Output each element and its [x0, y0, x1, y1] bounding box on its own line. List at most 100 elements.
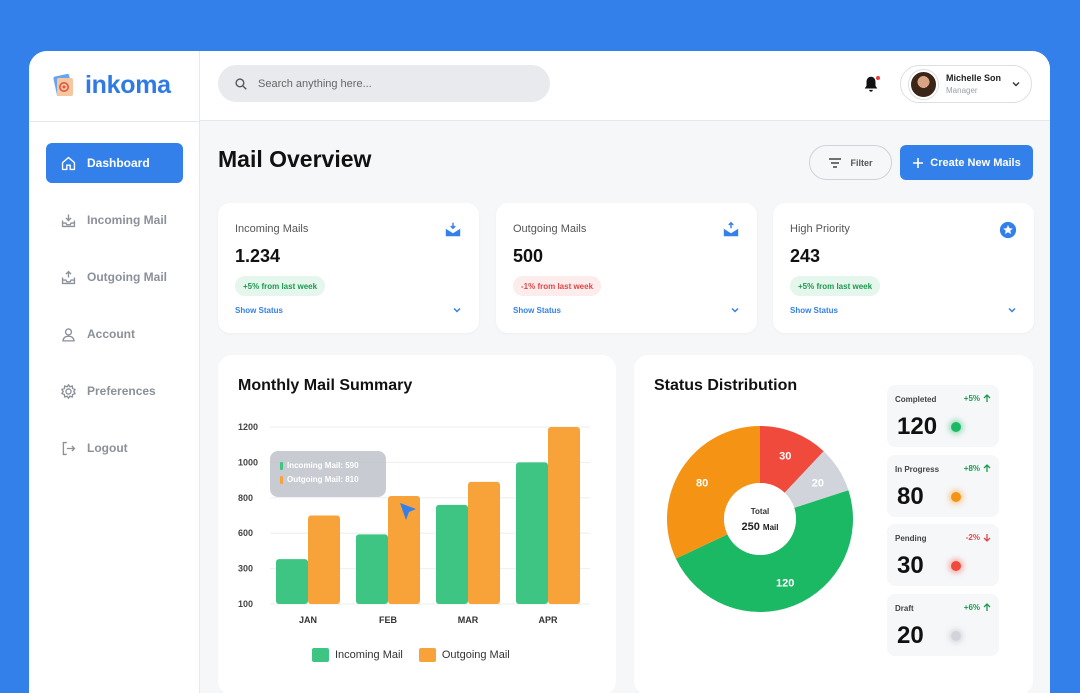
x-tick-label: FEB — [379, 615, 398, 625]
stat-change-value: -2% — [965, 533, 980, 542]
outgoing-mails-card: Outgoing Mails 500 -1% from last week Sh… — [496, 203, 757, 333]
card-value: 243 — [790, 246, 821, 266]
slice-completed — [675, 490, 854, 613]
slice-label: 20 — [812, 477, 824, 489]
stat-change: +8% — [964, 464, 991, 473]
search-icon — [235, 77, 247, 90]
donut-total-value: 250 Mail — [742, 521, 779, 533]
outgoing-dot — [280, 476, 283, 484]
mail-out-icon — [723, 221, 739, 237]
sidebar-item-outgoing-mail[interactable]: Outgoing Mail — [46, 257, 183, 297]
user-info: Michelle Son Manager — [946, 73, 1001, 95]
create-new-mails-button[interactable]: Create New Mails — [900, 145, 1033, 180]
brand-name: inkoma — [85, 70, 171, 99]
inbox-in-icon — [61, 214, 76, 227]
stat-value: 80 — [897, 483, 924, 510]
donut-hole — [724, 483, 796, 555]
chevron-down-icon[interactable] — [1007, 305, 1017, 315]
app-window: inkoma Dashboard Incoming Mail Outgoing … — [29, 51, 1050, 693]
filter-button[interactable]: Filter — [809, 145, 892, 180]
high-priority-card: High Priority 243 +5% from last week Sho… — [773, 203, 1034, 333]
legend-item-outgoing: Outgoing Mail — [418, 648, 510, 662]
y-tick-label: 800 — [238, 493, 253, 503]
stat-change-value: +6% — [963, 603, 980, 612]
slice-label: 30 — [779, 450, 791, 462]
stat-card-completed: Completed +5% 120 — [887, 385, 999, 447]
bar-outgoing-mail — [308, 515, 340, 604]
notification-bell-icon[interactable] — [862, 75, 881, 93]
bar-outgoing-mail — [468, 481, 500, 604]
x-tick-label: APR — [538, 615, 558, 625]
user-name: Michelle Son — [946, 73, 1002, 83]
chevron-down-icon[interactable] — [452, 305, 462, 315]
trend-badge: -1% from last week — [513, 276, 602, 296]
sidebar-nav: Dashboard Incoming Mail Outgoing Mail Ac… — [46, 143, 183, 485]
sidebar-item-label: Preferences — [87, 384, 156, 398]
legend-label: Incoming Mail — [335, 649, 403, 661]
status-dot — [951, 561, 961, 571]
chart-tooltip: Incoming Mail: 590 Outgoing Mail: 810 — [270, 451, 386, 497]
card-label: Incoming Mails — [235, 223, 309, 235]
search-bar[interactable] — [218, 65, 550, 102]
bar-incoming-mail — [516, 462, 548, 604]
slice-label: 120 — [776, 578, 794, 590]
bar-incoming-mail — [356, 534, 388, 604]
sidebar-item-logout[interactable]: Logout — [46, 428, 183, 468]
mail-logo-icon — [51, 72, 77, 98]
sidebar-item-incoming-mail[interactable]: Incoming Mail — [46, 200, 183, 240]
bar-chart: 100 300 600 800 1000 1200 JAN FEB MAR APR — [238, 422, 590, 625]
top-header: Michelle Son Manager — [200, 51, 1050, 121]
stat-value: 30 — [897, 552, 924, 579]
x-tick-label: MAR — [458, 615, 479, 625]
sidebar: inkoma Dashboard Incoming Mail Outgoing … — [29, 51, 200, 693]
logout-icon — [62, 441, 76, 455]
show-status-link[interactable]: Show Status — [790, 306, 839, 315]
notification-dot — [875, 75, 881, 81]
slice-draft — [784, 451, 849, 508]
legend-item-incoming: Incoming Mail — [312, 648, 403, 662]
y-tick-label: 300 — [238, 564, 253, 574]
sidebar-item-dashboard[interactable]: Dashboard — [46, 143, 183, 183]
bar-outgoing-mail — [388, 496, 420, 604]
plus-icon — [913, 157, 924, 168]
stat-change: +6% — [964, 603, 991, 612]
stat-label: Draft — [895, 604, 914, 613]
stat-value: 120 — [897, 413, 938, 440]
status-dot — [951, 422, 961, 432]
avatar — [909, 69, 938, 99]
mail-in-icon — [445, 222, 461, 237]
sidebar-item-label: Account — [87, 327, 135, 341]
y-tick-label: 1200 — [238, 422, 258, 432]
chevron-down-icon[interactable] — [730, 305, 740, 315]
card-label: Outgoing Mails — [513, 223, 587, 235]
legend-swatch — [418, 648, 436, 662]
sidebar-item-label: Incoming Mail — [87, 213, 168, 227]
slice-pending — [760, 426, 824, 493]
search-input[interactable] — [258, 77, 518, 90]
chevron-down-icon — [1012, 82, 1020, 87]
sidebar-item-label: Logout — [87, 441, 128, 455]
status-dot — [951, 631, 961, 641]
x-tick-label: JAN — [299, 615, 317, 625]
user-icon — [62, 327, 75, 342]
sidebar-item-preferences[interactable]: Preferences — [46, 371, 183, 411]
monthly-summary-panel: Monthly Mail Summary 100 300 600 800 1000 120… — [218, 355, 616, 693]
gear-icon — [61, 383, 76, 399]
bar-incoming-mail — [276, 559, 308, 604]
sidebar-item-label: Outgoing Mail — [87, 270, 167, 284]
brand-logo[interactable]: inkoma — [51, 69, 171, 101]
panel-title: Monthly Mail Summary — [238, 377, 413, 394]
user-profile-menu[interactable]: Michelle Son Manager — [900, 65, 1032, 103]
sidebar-item-account[interactable]: Account — [46, 314, 183, 354]
tooltip-outgoing: Outgoing Mail: 810 — [287, 475, 359, 484]
show-status-link[interactable]: Show Status — [235, 306, 284, 315]
show-status-link[interactable]: Show Status — [513, 306, 562, 315]
bar-outgoing-mail — [548, 427, 580, 604]
stat-card-pending: Pending -2% 30 — [887, 524, 999, 586]
filter-icon — [829, 157, 842, 168]
legend-swatch — [312, 648, 329, 662]
stat-change: -2% — [966, 533, 991, 542]
stat-card-in-progress: In Progress +8% 80 — [887, 455, 999, 517]
stat-label: Pending — [895, 534, 927, 543]
y-tick-label: 100 — [238, 599, 253, 609]
